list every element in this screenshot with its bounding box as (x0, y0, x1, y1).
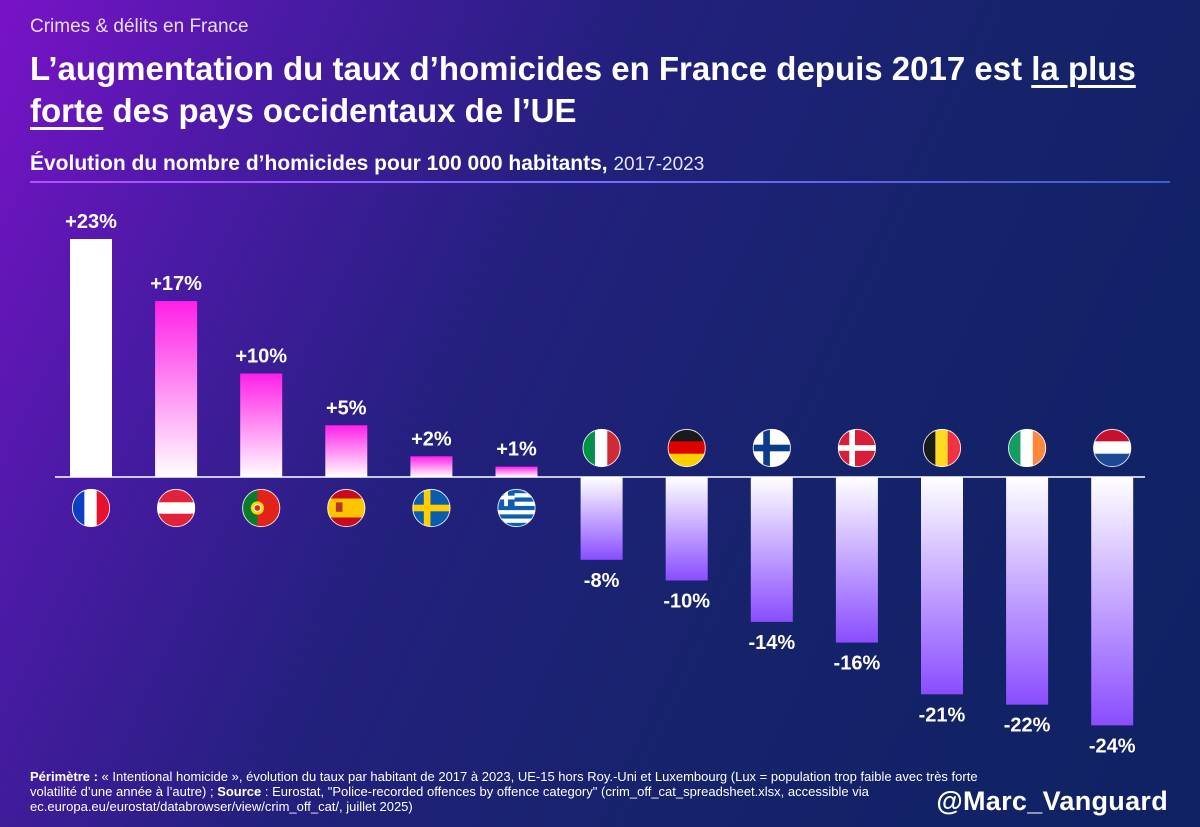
bar-allemagne (665, 477, 708, 581)
flag-ie-icon (1008, 428, 1047, 468)
source-text: : Eurostat, "Police-recorded offences by… (30, 784, 869, 814)
title-part1: L’augmentation du taux d’homicides en Fr… (30, 50, 1023, 87)
perimetre-label: Périmètre : (30, 769, 98, 784)
flag-pt-icon (242, 488, 281, 528)
subtitle-years: 2017-2023 (613, 154, 705, 175)
flag-se-icon (412, 488, 451, 528)
bar-italie (580, 477, 623, 560)
bar-finlande (750, 477, 793, 622)
bar-espagne (325, 425, 368, 477)
bar-pays-bas (1091, 477, 1134, 726)
chart-subtitle: Évolution du nombre d’homicides pour 100… (30, 152, 704, 176)
flag-fi-icon (752, 428, 791, 468)
flag-at-icon (157, 488, 196, 528)
bar-suede (410, 456, 453, 477)
title-highlight: la plus forte (30, 50, 1136, 129)
value-label-france: +23% (65, 211, 117, 233)
flag-it-icon (582, 428, 621, 468)
bar-autriche (155, 301, 198, 477)
value-label-pays-bas: -24% (1089, 735, 1136, 757)
footnote: Périmètre : « Intentional homicide », év… (30, 769, 990, 814)
value-label-irlande: -22% (1004, 715, 1051, 737)
title-divider (30, 181, 1170, 183)
flag-gr-icon (497, 488, 536, 528)
author-handle: @Marc_Vanguard (936, 786, 1168, 816)
flag-dk-icon (837, 428, 876, 468)
bar-france (70, 239, 112, 477)
flag-de-icon (667, 428, 706, 468)
title-part2: des pays occidentaux de l’UE (112, 92, 577, 129)
value-label-danemark: -16% (834, 653, 881, 675)
flag-be-icon (922, 428, 962, 468)
bar-danemark (835, 477, 878, 643)
bars-group (70, 239, 1134, 726)
bar-grece (495, 466, 538, 477)
bar-irlande (1006, 477, 1049, 705)
value-label-grece: +1% (496, 439, 537, 461)
value-label-espagne: +5% (326, 397, 367, 419)
source-label: Source (217, 784, 262, 799)
kicker: Crimes & délits en France (30, 16, 249, 37)
flags-group (71, 428, 1132, 528)
bar-portugal (240, 373, 283, 477)
value-label-portugal: +10% (235, 346, 287, 368)
flag-es-icon (327, 488, 366, 528)
value-label-suede: +2% (411, 428, 452, 450)
value-label-allemagne: -10% (663, 590, 710, 612)
flag-fr-icon (71, 488, 111, 528)
bar-belgique (921, 477, 963, 695)
value-label-belgique: -21% (919, 704, 966, 726)
value-label-italie: -8% (584, 570, 620, 592)
value-label-finlande: -14% (748, 632, 795, 654)
page-title: L’augmentation du taux d’homicides en Fr… (30, 48, 1180, 132)
value-label-autriche: +17% (150, 273, 202, 295)
subtitle-main: Évolution du nombre d’homicides pour 100… (30, 152, 608, 175)
flag-nl-icon (1093, 428, 1132, 468)
perimetre-text: « Intentional homicide », évolution du t… (30, 769, 978, 799)
labels-group: +23% +17% +10% +5% +2% +1% -8% -10% -14% -16% -21%… (65, 211, 1136, 757)
